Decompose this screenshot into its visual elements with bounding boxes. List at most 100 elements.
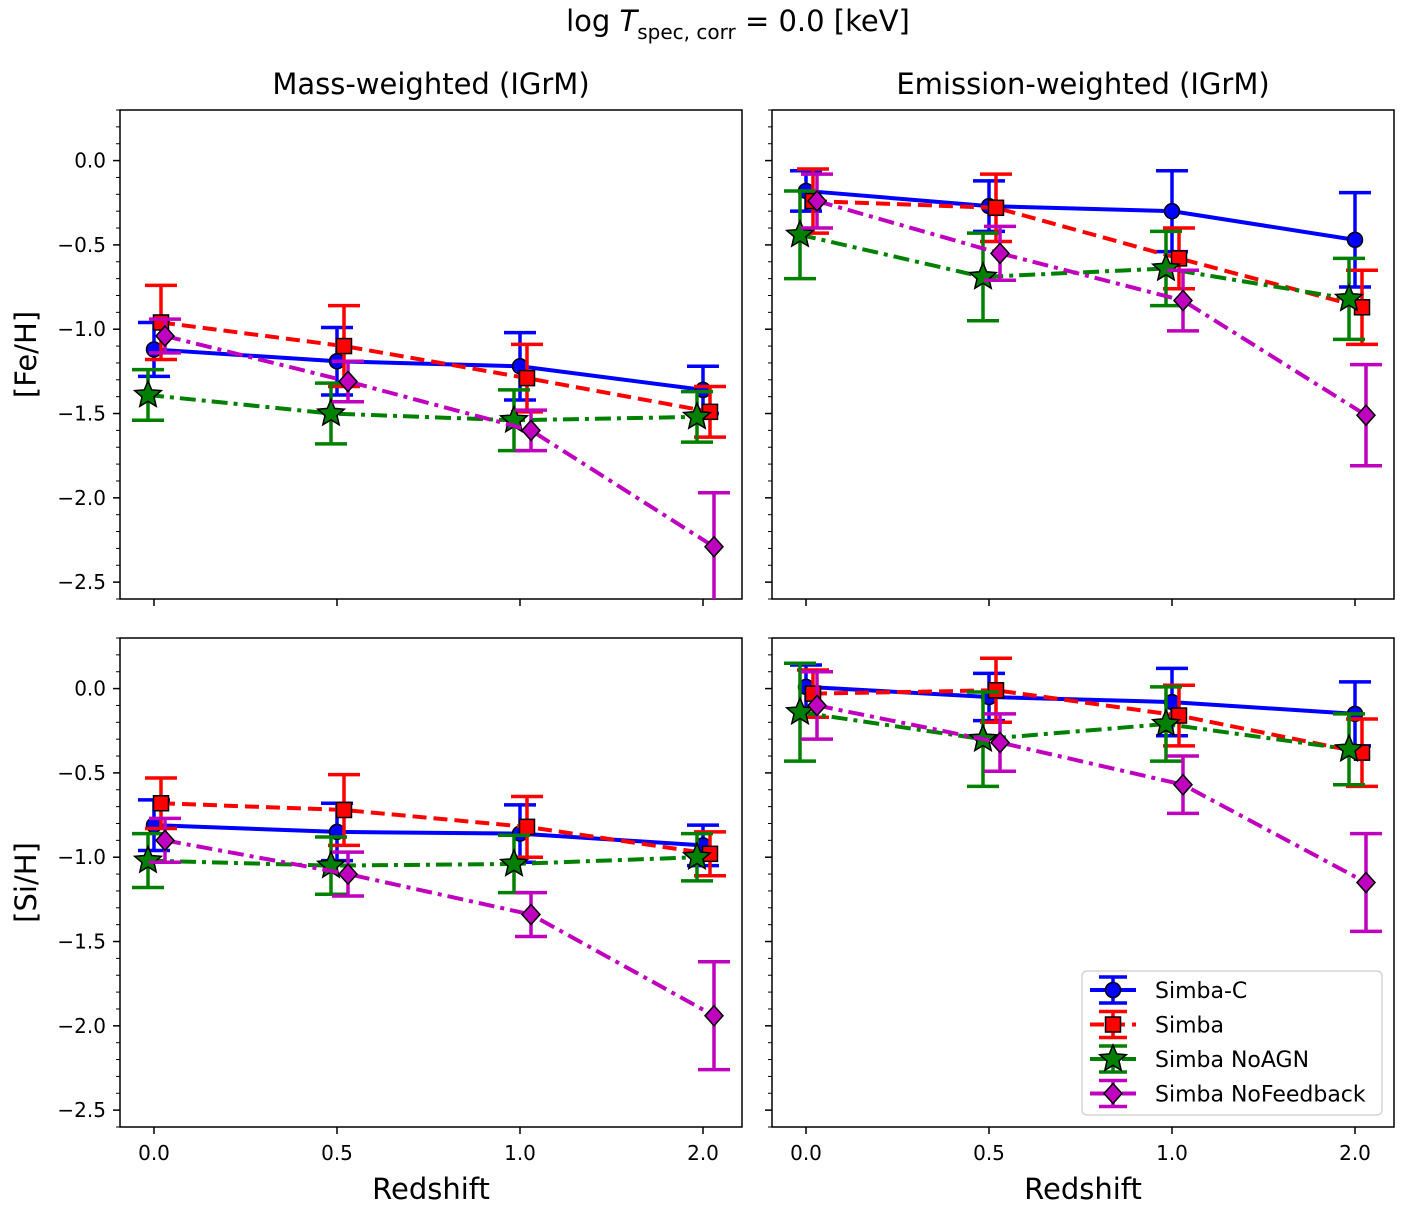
series-line: [164, 334, 716, 549]
series-simba-noagn: [784, 189, 1365, 342]
x-tick-label: 2.0: [1339, 1141, 1371, 1165]
plot-area: [784, 656, 1382, 934]
x-tick-label: 0.0: [138, 1141, 170, 1165]
data-point: [518, 818, 536, 836]
series-line: [799, 710, 1350, 752]
data-point: [1150, 708, 1182, 737]
data-point: [335, 337, 353, 355]
y-axis-label: [Si/H]: [9, 842, 43, 923]
y-tick-label: −1.0: [57, 317, 106, 341]
data-point: [1333, 282, 1365, 312]
data-point: [518, 369, 536, 387]
data-point: [806, 694, 828, 717]
x-tick-label: 0.5: [973, 1141, 1005, 1165]
series-line: [812, 199, 1363, 310]
data-point: [337, 370, 359, 393]
series-line: [799, 232, 1350, 301]
series-line: [147, 392, 698, 423]
data-point: [1170, 250, 1188, 267]
legend-entry: Simba-C: [1090, 975, 1247, 1005]
series-simba-nofeedback: [149, 317, 730, 599]
panel-mass-weighted-fe: 0.0 −0.5 −1.0 −1.5 −2.0 −2.5 Mass-weighted (IG…: [9, 67, 743, 606]
data-point: [806, 189, 828, 213]
series-simba-c: [138, 320, 719, 416]
y-tick-label: −2.0: [57, 486, 106, 510]
plot-area: [132, 283, 730, 599]
data-point: [1355, 871, 1377, 894]
data-point: [703, 1004, 725, 1027]
series-simba-noagn: [132, 831, 713, 897]
panel-emission-weighted-fe: Emission-weighted (IGrM): [765, 67, 1395, 606]
series-simba: [797, 167, 1378, 347]
series-simba-c: [790, 663, 1371, 748]
suptitle: log Tspec, corr = 0.0 [keV]: [566, 4, 910, 44]
series-line: [816, 703, 1367, 885]
panel-title: Emission-weighted (IGrM): [896, 67, 1269, 101]
panel-mass-weighted-si: 0.0 −0.5 −1.0 −1.5 −2.0 −2.5 0.0 0.5 1.0 2.0 [Si/H…: [9, 637, 743, 1206]
y-tick-label: −1.5: [57, 402, 106, 426]
data-point: [1355, 404, 1377, 427]
legend-marker: [1102, 1082, 1124, 1105]
y-tick-label: −1.5: [57, 930, 106, 954]
data-point: [681, 841, 713, 871]
series-line: [153, 347, 704, 392]
legend-marker: [1104, 1016, 1122, 1033]
x-axis-label: Redshift: [372, 1172, 490, 1206]
data-point: [520, 903, 542, 926]
y-tick-label: 0.0: [74, 149, 106, 173]
x-tick-label: 0.0: [790, 1141, 822, 1165]
data-point: [1346, 231, 1364, 249]
data-point: [520, 419, 542, 442]
series-simba-noagn: [784, 661, 1365, 789]
series-simba-c: [138, 798, 719, 868]
data-point: [784, 218, 816, 248]
series-simba: [145, 283, 726, 439]
legend-marker: [1104, 981, 1122, 999]
legend-label: Simba NoFeedback: [1155, 1083, 1366, 1108]
y-tick-label: 0.0: [74, 677, 106, 701]
data-point: [1333, 733, 1365, 763]
axes-frame: [771, 109, 1395, 600]
series-line: [153, 823, 704, 848]
panel-emission-weighted-si: 0.0 0.5 1.0 2.0 Redshift: [765, 637, 1395, 1206]
suptitle-subscript: spec, corr: [637, 20, 736, 44]
legend-entry: Simba: [1090, 1009, 1224, 1040]
suptitle-prefix: log: [566, 4, 619, 38]
legend-label: Simba-C: [1155, 979, 1247, 1004]
data-point: [989, 242, 1011, 265]
axes-frame: [119, 637, 743, 1128]
series-line: [164, 838, 715, 1018]
legend-entry: Simba NoAGN: [1090, 1043, 1309, 1074]
legend-label: Simba NoAGN: [1155, 1048, 1309, 1073]
data-point: [335, 801, 353, 819]
series-simba-c: [790, 168, 1371, 289]
legend-box: [1081, 970, 1383, 1116]
y-tick-label: −0.5: [57, 761, 106, 785]
x-tick-label: 2.0: [687, 1141, 719, 1165]
series-simba: [797, 656, 1378, 789]
data-point: [498, 848, 530, 877]
plot-area: [132, 772, 730, 1072]
data-point: [1172, 289, 1194, 312]
panel-title: Mass-weighted (IGrM): [272, 67, 589, 101]
data-point: [1163, 202, 1181, 220]
suptitle-symbol: T: [620, 4, 640, 38]
data-point: [1150, 252, 1182, 282]
series-line: [160, 801, 711, 856]
series-line: [816, 199, 1368, 417]
data-point: [132, 844, 164, 874]
data-point: [703, 535, 725, 558]
series-simba-nofeedback: [801, 172, 1382, 468]
y-axis-label: [Fe/H]: [9, 311, 43, 398]
legend: Simba-C Simba Simba NoAGN Simba NoFeedback: [1081, 970, 1383, 1116]
x-axis-label: Redshift: [1024, 1172, 1142, 1206]
x-tick-label: 1.0: [1156, 1141, 1188, 1165]
axes-frame: [119, 109, 743, 600]
data-point: [315, 397, 347, 427]
data-point: [154, 829, 176, 852]
axes-frame: [771, 637, 1395, 1128]
x-tick-label: 1.0: [504, 1141, 536, 1165]
plot-area: [784, 167, 1382, 468]
legend-entry: Simba NoFeedback: [1090, 1078, 1366, 1109]
